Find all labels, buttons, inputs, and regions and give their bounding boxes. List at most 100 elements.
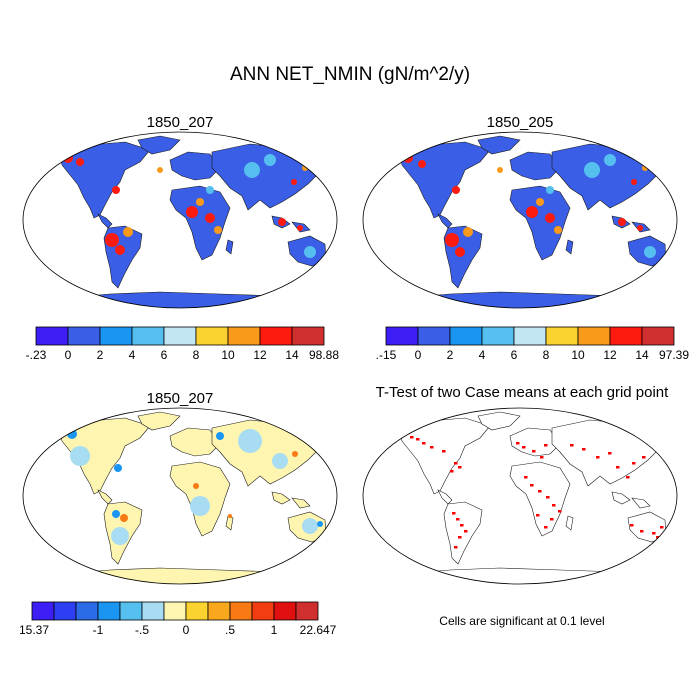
panel2-colorbar-tick-label: 0: [415, 348, 422, 362]
panel3-colorbar-tick-label: .5: [225, 623, 235, 637]
panel3-colorbar-swatch: [163, 601, 187, 621]
significant-cell: [530, 484, 534, 487]
panel1-colorbar-swatch: [195, 326, 229, 346]
significant-cell: [552, 504, 556, 507]
panel2-colorbar-swatch: [449, 326, 483, 346]
panel3-colorbar-swatch: [31, 601, 55, 621]
significant-cell: [544, 444, 548, 447]
significant-cell: [522, 446, 526, 449]
panel2-colorbar-tick-label: 6: [511, 348, 518, 362]
significant-cell: [458, 466, 462, 469]
panel3-globe-outline: [22, 407, 338, 585]
panel4-map: [362, 407, 678, 585]
panel1-colorbar-tick-label: 8: [193, 348, 200, 362]
significant-cell: [650, 440, 654, 443]
panel1-colorbar-swatch: [35, 326, 69, 346]
panel1-colorbar-tick-label: 2: [97, 348, 104, 362]
panel2-colorbar-swatch: [385, 326, 419, 346]
panel1-colorbar-tick-label: -.23: [26, 348, 47, 362]
panel3-colorbar-swatch: [75, 601, 99, 621]
significant-cell: [454, 462, 458, 465]
panel3-light-negative-regions: [70, 429, 318, 545]
significant-cell: [652, 532, 656, 535]
panel2-colorbar-swatch: [577, 326, 611, 346]
panel3-colorbar-tick-label: -1: [93, 623, 104, 637]
significant-cell: [532, 450, 536, 453]
panel1-map: [22, 131, 338, 309]
significant-cell: [416, 438, 420, 441]
significant-cell: [456, 518, 460, 521]
panel3-colorbar-tick-label: 1: [271, 623, 278, 637]
significant-cell: [442, 450, 446, 453]
panel3-map: [22, 407, 338, 585]
significant-cell: [430, 446, 434, 449]
panel2-warm-regions: [463, 165, 648, 237]
panel2-colorbar-tick-label: 97.39: [659, 348, 689, 362]
panel1-colorbar-tick-label: 6: [161, 348, 168, 362]
panel3-colorbar-swatch: [273, 601, 297, 621]
panel1-cool-regions: [206, 154, 316, 258]
panel3-colorbar-swatch: [141, 601, 165, 621]
panel3-colorbar-swatch: [229, 601, 253, 621]
panel3-colorbar-tick-label: -15.37: [20, 623, 49, 637]
significant-cell: [582, 448, 586, 451]
panel2-globe-outline: [362, 131, 678, 309]
panel2-colorbar-swatch: [609, 326, 643, 346]
significant-cell: [460, 524, 464, 527]
significance-note: Cells are significant at 0.1 level: [439, 614, 605, 628]
significant-cell: [536, 514, 540, 517]
significant-cell: [550, 518, 554, 521]
significant-cell: [540, 456, 544, 459]
significant-cell: [660, 526, 664, 529]
panel1-globe-outline: [22, 131, 338, 309]
panel3-positive-regions: [120, 451, 298, 522]
panel3-colorbar-swatch: [207, 601, 231, 621]
panel1-colorbar-swatch: [131, 326, 165, 346]
panel2-title-line1: 1850_205: [486, 114, 554, 131]
significant-cell: [558, 510, 562, 513]
panel1-hot-regions: [63, 153, 303, 255]
panel2-colorbar-swatch: [641, 326, 675, 346]
panel3-colorbar-swatch: [53, 601, 77, 621]
significant-cell: [538, 490, 542, 493]
panel3-title-line1: 1850_207: [146, 390, 214, 407]
panel1-colorbar-swatch: [291, 326, 325, 346]
panel2-cool-regions: [546, 154, 656, 258]
significant-cell: [626, 476, 630, 479]
panel1-colorbar-tick-label: 12: [253, 348, 267, 362]
panel1-colorbar-tick-label: 4: [129, 348, 136, 362]
panel2-colorbar-swatch: [417, 326, 451, 346]
significant-cell: [464, 530, 468, 533]
panel1-colorbar-tick-label: 0: [65, 348, 72, 362]
panel2-colorbar-swatch: [513, 326, 547, 346]
panel4-globe-outline: [362, 407, 678, 585]
panel2-colorbar-tick-label: .-15: [376, 348, 397, 362]
panel2-colorbar-tick-label: 2: [447, 348, 454, 362]
panel4-title: T-Test of two Case means at each grid po…: [375, 384, 669, 401]
panel2-colorbar-swatch: [545, 326, 579, 346]
panel2-colorbar-tick-label: 4: [479, 348, 486, 362]
panel3-colorbar-swatch: [295, 601, 319, 621]
significant-cell: [410, 436, 414, 439]
significant-cell: [458, 536, 462, 539]
significant-cell: [450, 470, 454, 473]
panel3-colorbar: -15.37 -1 -.5 0 .5 1 22.647: [20, 601, 337, 637]
panel1-colorbar: -.23 0 2 4 6 8 10 12 14 98.88: [26, 326, 339, 362]
significant-cell: [452, 512, 456, 515]
panel3-colorbar-swatch: [119, 601, 143, 621]
panel2-map: [362, 131, 678, 309]
panel2-colorbar-swatch: [481, 326, 515, 346]
panel1-colorbar-tick-label: 14: [285, 348, 299, 362]
panel1-colorbar-swatch: [227, 326, 261, 346]
panel1-colorbar-tick-label: 98.88: [309, 348, 339, 362]
significant-cell: [422, 442, 426, 445]
panel1-warm-regions: [123, 165, 308, 237]
panel2-colorbar: .-15 0 2 4 6 8 10 12 14 97.39: [376, 326, 689, 362]
significant-cell: [524, 476, 528, 479]
panel1-colorbar-swatch: [259, 326, 293, 346]
panel1-colorbar-swatch: [67, 326, 101, 346]
panel2-colorbar-tick-label: 12: [603, 348, 617, 362]
significant-cell: [596, 456, 600, 459]
significant-cell: [640, 530, 644, 533]
significant-cell: [608, 452, 612, 455]
